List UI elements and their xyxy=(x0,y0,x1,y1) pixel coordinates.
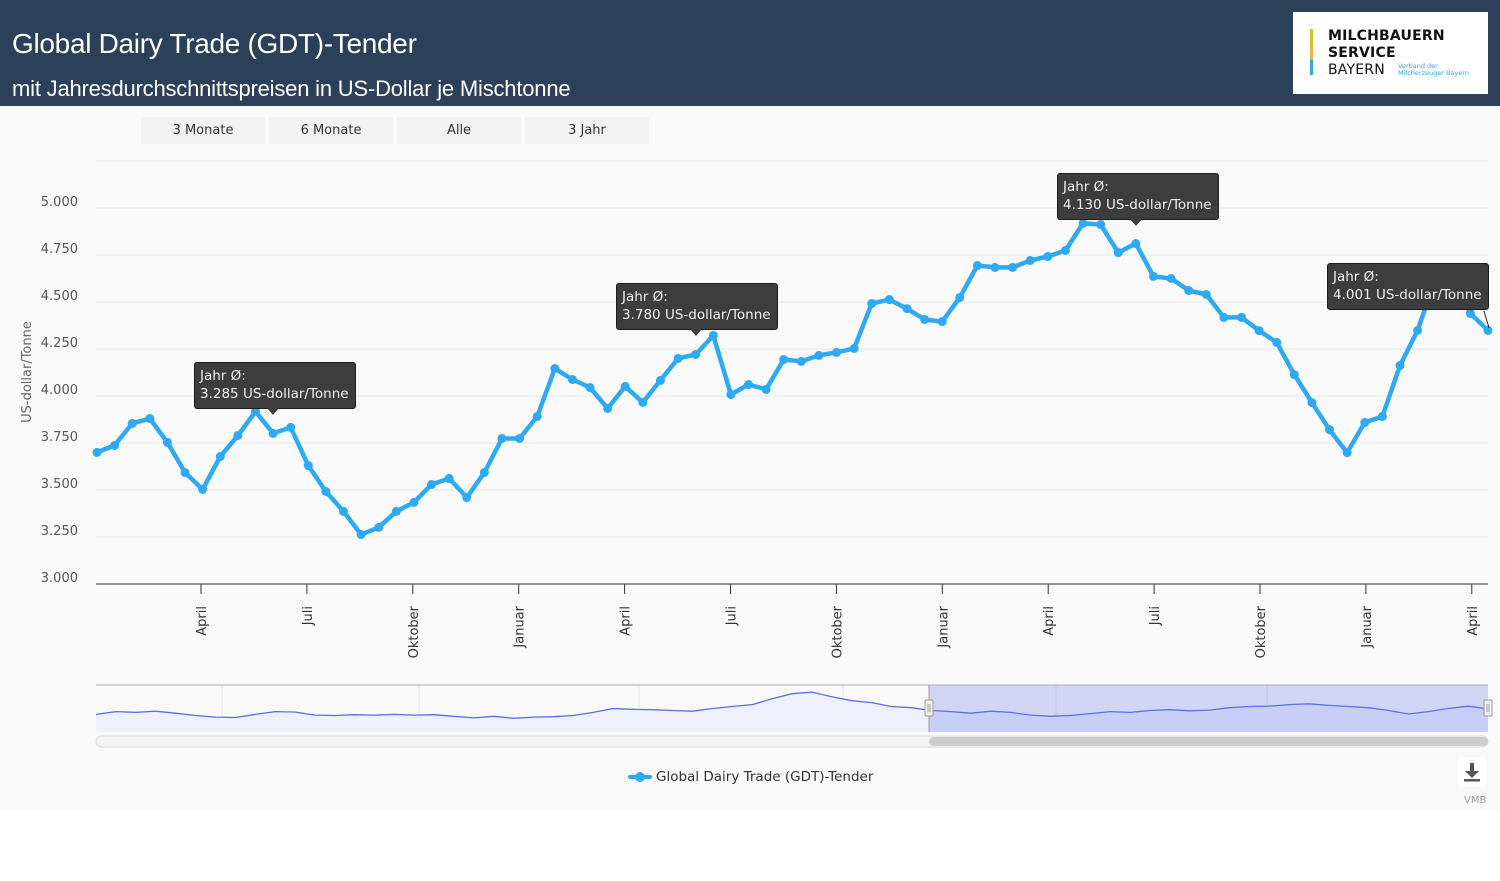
tooltip-label: Jahr Ø: xyxy=(1063,179,1109,195)
logo-line-1: MILCHBAUERN xyxy=(1328,28,1445,44)
credits: VMB xyxy=(1464,795,1487,806)
annotation-tooltip: Jahr Ø: 4.130 US-dollar/Tonne xyxy=(1057,173,1219,226)
tooltip-value: 3.780 US-dollar/Tonne xyxy=(622,307,771,323)
tooltip-value: 4.130 US-dollar/Tonne xyxy=(1063,197,1212,213)
tooltip-value: 4.001 US-dollar/Tonne xyxy=(1333,287,1482,303)
logo-line-3: BAYERN xyxy=(1328,62,1385,78)
tooltip-label: Jahr Ø: xyxy=(200,368,246,384)
annotation-tooltip: Jahr Ø: 3.285 US-dollar/Tonne xyxy=(194,362,356,415)
tooltip-label: Jahr Ø: xyxy=(1333,269,1379,285)
legend-symbol-icon xyxy=(628,767,652,787)
logo-tagline: Verband der Milcherzeuger Bayern xyxy=(1398,62,1469,77)
tooltip-value: 3.285 US-dollar/Tonne xyxy=(200,386,349,402)
download-button[interactable] xyxy=(1457,757,1487,787)
range-button-3-monate[interactable]: 3 Monate xyxy=(141,117,265,144)
logo: MILCHBAUERN SERVICE BAYERN Verband der M… xyxy=(1293,12,1488,94)
download-icon xyxy=(1464,763,1480,782)
chart-subtitle: mit Jahresdurchschnittspreisen in US-Dol… xyxy=(12,76,571,101)
legend-item[interactable]: Global Dairy Trade (GDT)-Tender xyxy=(628,767,873,787)
annotation-tooltip: Jahr Ø: 3.780 US-dollar/Tonne xyxy=(616,283,778,336)
logo-line-2: SERVICE xyxy=(1328,45,1396,61)
header-bar: Global Dairy Trade (GDT)-Tender mit Jahr… xyxy=(0,0,1500,106)
chart-container xyxy=(0,106,1500,810)
range-button-6-monate[interactable]: 6 Monate xyxy=(269,117,393,144)
chart-title: Global Dairy Trade (GDT)-Tender xyxy=(12,28,417,59)
annotation-tooltip: Jahr Ø: 4.001 US-dollar/Tonne xyxy=(1327,263,1489,310)
range-button-3-jahr[interactable]: 3 Jahr xyxy=(525,117,649,144)
tooltip-label: Jahr Ø: xyxy=(622,289,668,305)
legend-label: Global Dairy Trade (GDT)-Tender xyxy=(656,769,874,785)
range-button-alle[interactable]: Alle xyxy=(397,117,521,144)
logo-color-bar xyxy=(1310,29,1313,75)
